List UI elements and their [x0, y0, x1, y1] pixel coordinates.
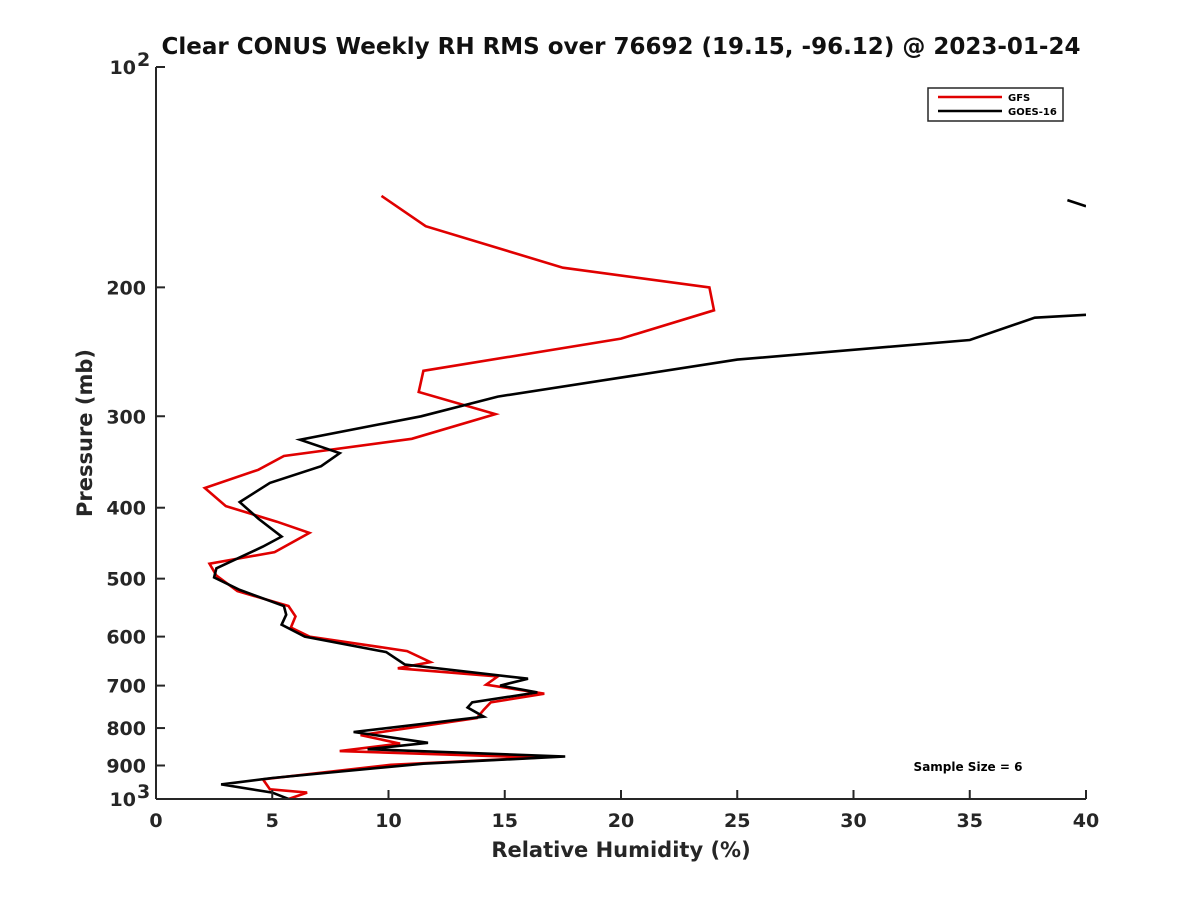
y-tick-label: 500	[106, 569, 146, 591]
series-line-goes16-1	[212, 313, 1086, 799]
x-tick-label: 25	[724, 810, 750, 832]
y-tick-label: 10	[110, 789, 136, 811]
x-tick-label: 15	[492, 810, 518, 832]
legend: GFS GOES-16	[927, 87, 1064, 122]
series-line-gfs-0	[202, 194, 716, 799]
x-tick-label: 40	[1073, 810, 1099, 832]
chart-title: Clear CONUS Weekly RH RMS over 76692 (19…	[162, 34, 1081, 60]
legend-box	[927, 87, 1064, 122]
x-tick-label: 20	[608, 810, 634, 832]
y-tick-label: 700	[106, 676, 146, 698]
x-tick-label: 10	[375, 810, 401, 832]
legend-label-gfs: GFS	[1008, 93, 1030, 104]
y-tick-label: 200	[106, 277, 146, 299]
y-tick-label: 600	[106, 627, 146, 649]
series-line-goes16-0	[1066, 198, 1086, 208]
sample-size-annotation: Sample Size = 6	[914, 760, 1023, 774]
legend-label-goes16: GOES-16	[1008, 107, 1057, 118]
x-axis-label: Relative Humidity (%)	[491, 838, 750, 862]
y-axis-label: Pressure (mb)	[73, 349, 97, 517]
y-tick-label: 10	[110, 57, 136, 79]
y-tick-label: 300	[106, 406, 146, 428]
series-layer	[202, 194, 1086, 799]
x-tick-label: 35	[957, 810, 983, 832]
x-tick-label: 0	[149, 810, 162, 832]
y-tick-exponent: 2	[137, 49, 150, 71]
y-tick-label: 800	[106, 718, 146, 740]
y-tick-label: 400	[106, 498, 146, 520]
x-tick-label: 30	[840, 810, 866, 832]
y-tick-exponent: 3	[137, 781, 150, 803]
x-tick-label: 5	[266, 810, 279, 832]
y-tick-label: 900	[106, 756, 146, 778]
